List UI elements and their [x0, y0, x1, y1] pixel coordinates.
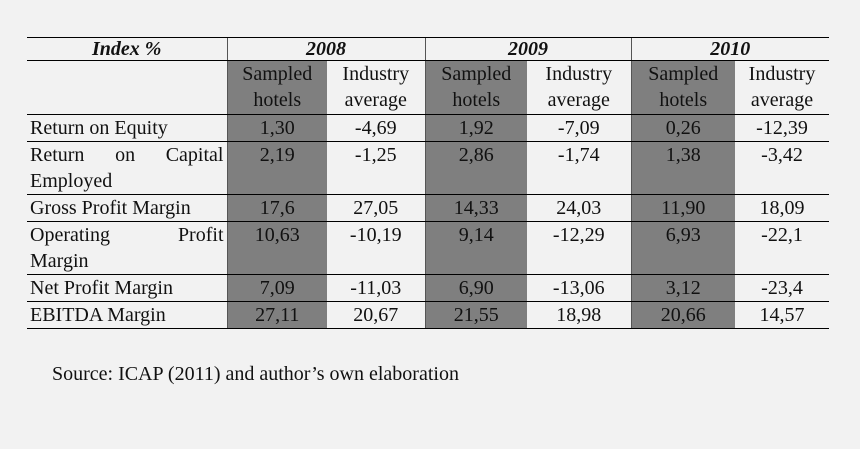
- row-label-line: Gross Profit Margin: [30, 197, 191, 219]
- cell-industry-average: 18,09: [735, 194, 829, 222]
- cell-sampled-hotels: 6,93: [630, 221, 735, 275]
- cell-sampled-hotels: 1,30: [226, 114, 327, 142]
- cell-industry-average: 27,05: [327, 194, 425, 222]
- cell-industry-average: -23,4: [735, 274, 829, 302]
- cell-industry-average: -12,39: [735, 114, 829, 142]
- subheader-row: Sampled hotels Industry average Sampled hot…: [27, 60, 829, 115]
- row-label: Return on Capital Employed: [27, 141, 227, 195]
- subheader-sampled-hotels: Sampled hotels: [226, 60, 327, 115]
- cell-sampled-hotels: 17,6: [226, 194, 327, 222]
- cell-industry-average: 24,03: [527, 194, 631, 222]
- cell-sampled-hotels: 0,26: [630, 114, 735, 142]
- row-label: Operating Profit Margin: [27, 221, 227, 275]
- row-label: Net Profit Margin: [27, 274, 227, 302]
- table-row: Operating Profit Margin 10,63 -10,19 9,14 -12,…: [27, 221, 829, 275]
- table-row: Net Profit Margin 7,09 -11,03 6,90 -13,06 3,1…: [27, 274, 829, 302]
- table-row: Gross Profit Margin 17,6 27,05 14,33 24,03 11…: [27, 194, 829, 222]
- cell-sampled-hotels: 6,90: [424, 274, 527, 302]
- cell-industry-average: -22,1: [735, 221, 829, 275]
- financial-indices-table: Index % 2008 2009 2010 Sampled hotels Ind…: [27, 37, 829, 329]
- cell-sampled-hotels: 11,90: [630, 194, 735, 222]
- row-label: Return on Equity: [27, 114, 227, 142]
- row-label-line: Net Profit Margin: [30, 277, 173, 299]
- cell-sampled-hotels: 14,33: [424, 194, 527, 222]
- cell-sampled-hotels: 1,38: [630, 141, 735, 195]
- cell-sampled-hotels: 2,19: [226, 141, 327, 195]
- subheader-sampled-hotels: Sampled hotels: [424, 60, 527, 115]
- subheader-blank: [27, 60, 227, 115]
- row-label-line: Return on Equity: [30, 117, 168, 139]
- year-header-2010: 2010: [630, 37, 829, 61]
- cell-industry-average: -3,42: [735, 141, 829, 195]
- cell-sampled-hotels: 10,63: [226, 221, 327, 275]
- cell-industry-average: -11,03: [327, 274, 425, 302]
- table-row: EBITDA Margin 27,11 20,67 21,55 18,98 20,66 14…: [27, 301, 829, 329]
- cell-industry-average: -1,74: [527, 141, 631, 195]
- table-row: Return on Equity 1,30 -4,69 1,92 -7,09 0,26 -1…: [27, 114, 829, 142]
- cell-sampled-hotels: 27,11: [226, 301, 327, 329]
- row-label-line: Operating Profit: [30, 224, 224, 246]
- cell-sampled-hotels: 20,66: [630, 301, 735, 329]
- table-row: Return on Capital Employed 2,19 -1,25 2,86 -1,7…: [27, 141, 829, 195]
- subheader-industry-average: Industry average: [527, 60, 631, 115]
- subheader-sampled-hotels: Sampled hotels: [630, 60, 735, 115]
- cell-industry-average: 20,67: [327, 301, 425, 329]
- cell-industry-average: -12,29: [527, 221, 631, 275]
- cell-industry-average: -13,06: [527, 274, 631, 302]
- cell-sampled-hotels: 2,86: [424, 141, 527, 195]
- cell-industry-average: 14,57: [735, 301, 829, 329]
- row-label: Gross Profit Margin: [27, 194, 227, 222]
- corner-label: Index %: [27, 37, 227, 61]
- year-header-2009: 2009: [424, 37, 631, 61]
- cell-industry-average: -7,09: [527, 114, 631, 142]
- subheader-industry-average: Industry average: [327, 60, 425, 115]
- cell-sampled-hotels: 21,55: [424, 301, 527, 329]
- year-header-2008: 2008: [226, 37, 425, 61]
- row-label: EBITDA Margin: [27, 301, 227, 329]
- row-label-line: Employed: [30, 170, 113, 192]
- source-note: Source: ICAP (2011) and author’s own ela…: [52, 363, 459, 385]
- row-label-line: EBITDA Margin: [30, 304, 166, 326]
- cell-sampled-hotels: 9,14: [424, 221, 527, 275]
- subheader-industry-average: Industry average: [735, 60, 829, 115]
- cell-industry-average: 18,98: [527, 301, 631, 329]
- cell-industry-average: -10,19: [327, 221, 425, 275]
- year-header-row: Index % 2008 2009 2010: [27, 37, 829, 61]
- cell-sampled-hotels: 7,09: [226, 274, 327, 302]
- row-label-line: Margin: [30, 250, 89, 272]
- cell-sampled-hotels: 1,92: [424, 114, 527, 142]
- cell-industry-average: -1,25: [327, 141, 425, 195]
- cell-industry-average: -4,69: [327, 114, 425, 142]
- row-label-line: Return on Capital: [30, 144, 224, 166]
- cell-sampled-hotels: 3,12: [630, 274, 735, 302]
